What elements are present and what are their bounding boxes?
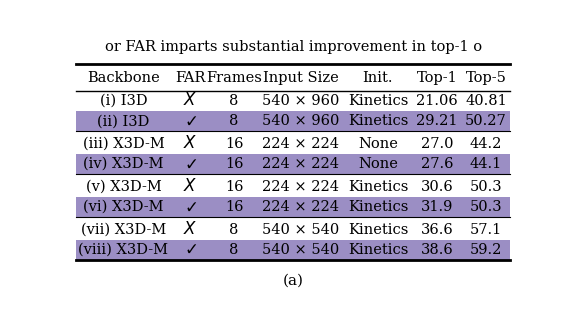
Text: $\checkmark$: $\checkmark$ <box>184 156 197 172</box>
Text: 29.21: 29.21 <box>416 114 458 128</box>
Text: 27.0: 27.0 <box>421 137 454 151</box>
Text: 30.6: 30.6 <box>421 180 454 194</box>
Text: None: None <box>358 137 398 151</box>
Text: Kinetics: Kinetics <box>348 114 408 128</box>
Text: 224 × 224: 224 × 224 <box>263 180 339 194</box>
Text: 8: 8 <box>229 94 239 108</box>
Text: 44.2: 44.2 <box>470 137 502 151</box>
Text: 8: 8 <box>229 243 239 257</box>
Text: 16: 16 <box>225 200 243 214</box>
Text: (iii) X3D-M: (iii) X3D-M <box>82 137 164 151</box>
Text: $\boldsymbol{\mathit{X}}$: $\boldsymbol{\mathit{X}}$ <box>183 178 197 195</box>
Text: 16: 16 <box>225 137 243 151</box>
Text: 16: 16 <box>225 180 243 194</box>
Text: 57.1: 57.1 <box>470 223 502 236</box>
Text: $\boldsymbol{\mathit{X}}$: $\boldsymbol{\mathit{X}}$ <box>183 92 197 109</box>
Text: 50.3: 50.3 <box>470 180 502 194</box>
Text: Kinetics: Kinetics <box>348 180 408 194</box>
Text: 44.1: 44.1 <box>470 157 502 171</box>
Text: 50.27: 50.27 <box>465 114 507 128</box>
Text: (vi) X3D-M: (vi) X3D-M <box>84 200 164 214</box>
Text: 31.9: 31.9 <box>421 200 453 214</box>
Text: Input Size: Input Size <box>263 71 339 84</box>
Text: Kinetics: Kinetics <box>348 94 408 108</box>
Text: (a): (a) <box>283 274 304 287</box>
Text: 38.6: 38.6 <box>421 243 454 257</box>
Bar <box>76 111 510 131</box>
Bar <box>76 154 510 174</box>
Text: Init.: Init. <box>363 71 393 84</box>
Text: 59.2: 59.2 <box>470 243 502 257</box>
Text: 540 × 960: 540 × 960 <box>262 94 340 108</box>
Text: 27.6: 27.6 <box>421 157 454 171</box>
Bar <box>76 240 510 260</box>
Text: (vii) X3D-M: (vii) X3D-M <box>81 223 166 236</box>
Text: Top-1: Top-1 <box>417 71 458 84</box>
Text: Top-5: Top-5 <box>466 71 506 84</box>
Text: Kinetics: Kinetics <box>348 243 408 257</box>
Text: $\checkmark$: $\checkmark$ <box>184 198 197 215</box>
Text: 50.3: 50.3 <box>470 200 502 214</box>
Text: FAR: FAR <box>175 71 205 84</box>
Text: 224 × 224: 224 × 224 <box>263 137 339 151</box>
Text: $\checkmark$: $\checkmark$ <box>184 113 197 130</box>
Text: (iv) X3D-M: (iv) X3D-M <box>84 157 164 171</box>
Text: (ii) I3D: (ii) I3D <box>97 114 150 128</box>
Text: (v) X3D-M: (v) X3D-M <box>86 180 161 194</box>
Text: 36.6: 36.6 <box>421 223 454 236</box>
Text: Kinetics: Kinetics <box>348 223 408 236</box>
Text: 16: 16 <box>225 157 243 171</box>
Text: $\boldsymbol{\mathit{X}}$: $\boldsymbol{\mathit{X}}$ <box>183 135 197 152</box>
Text: or FAR imparts substantial improvement in top-1 o: or FAR imparts substantial improvement i… <box>105 40 482 54</box>
Text: (i) I3D: (i) I3D <box>100 94 148 108</box>
Text: Kinetics: Kinetics <box>348 200 408 214</box>
Text: 224 × 224: 224 × 224 <box>263 157 339 171</box>
Text: 8: 8 <box>229 223 239 236</box>
Text: Frames: Frames <box>206 71 262 84</box>
Text: $\checkmark$: $\checkmark$ <box>184 241 197 258</box>
Bar <box>76 197 510 217</box>
Text: 540 × 540: 540 × 540 <box>262 223 340 236</box>
Text: 21.06: 21.06 <box>416 94 458 108</box>
Text: 540 × 960: 540 × 960 <box>262 114 340 128</box>
Text: Backbone: Backbone <box>87 71 160 84</box>
Text: (viii) X3D-M: (viii) X3D-M <box>78 243 169 257</box>
Text: 40.81: 40.81 <box>465 94 507 108</box>
Text: $\boldsymbol{\mathit{X}}$: $\boldsymbol{\mathit{X}}$ <box>183 221 197 238</box>
Text: 8: 8 <box>229 114 239 128</box>
Text: 224 × 224: 224 × 224 <box>263 200 339 214</box>
Text: 540 × 540: 540 × 540 <box>262 243 340 257</box>
Text: None: None <box>358 157 398 171</box>
